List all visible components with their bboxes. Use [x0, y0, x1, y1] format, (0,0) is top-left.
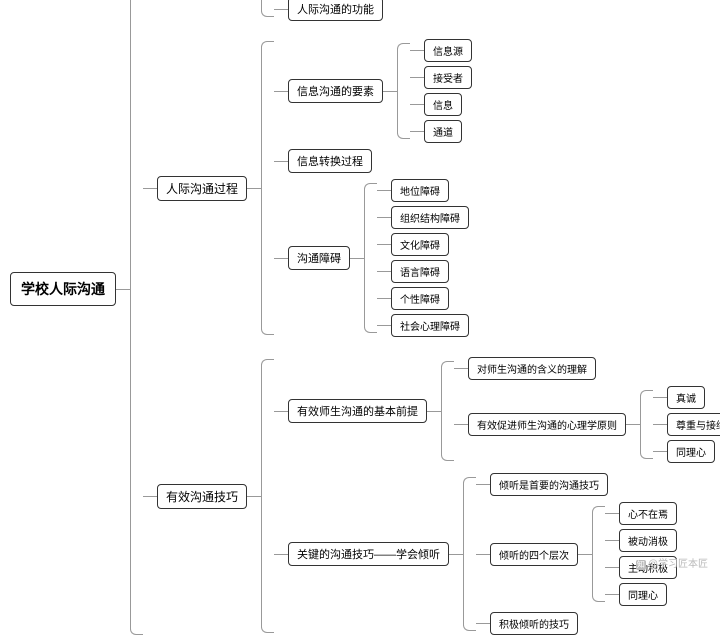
b3-s2-c2-d2: 被动消极 [619, 529, 677, 552]
b3-s2-c2-d4: 同理心 [619, 583, 667, 606]
b2-s1-c4: 通道 [424, 120, 462, 143]
b2-s1-c3: 信息 [424, 93, 462, 116]
branch3-node: 有效沟通技巧 [157, 484, 247, 509]
b2-s3-c3: 文化障碍 [391, 233, 449, 256]
b2-s3-c1: 地位障碍 [391, 179, 449, 202]
b3-s1-c2-d3: 同理心 [667, 440, 715, 463]
b3-s2-c2-d1: 心不在焉 [619, 502, 677, 525]
b2-s3: 沟通障碍 [288, 246, 350, 270]
mindmap-root-container: 学校人际沟通 人际沟通概述 什么是人际沟通 人际沟通的特点 人际沟通的功能 人际… [10, 10, 710, 568]
b2-s2: 信息转换过程 [288, 149, 372, 173]
b3-s1-c2: 有效促进师生沟通的心理学原则 [468, 413, 626, 436]
b3-s2-c1: 倾听是首要的沟通技巧 [490, 473, 608, 496]
level1-children: 人际沟通概述 什么是人际沟通 人际沟通的特点 人际沟通的功能 人际沟通过程 [143, 0, 720, 641]
root-node: 学校人际沟通 [10, 272, 116, 306]
b2-s3-c6: 社会心理障碍 [391, 314, 469, 337]
b3-s2-c3: 积极倾听的技巧 [490, 612, 578, 635]
b3-s2-c2: 倾听的四个层次 [490, 543, 578, 566]
b3-s1: 有效师生沟通的基本前提 [288, 399, 427, 423]
b3-s2: 关键的沟通技巧——学会倾听 [288, 542, 449, 566]
b2-s3-c2: 组织结构障碍 [391, 206, 469, 229]
branch2-node: 人际沟通过程 [157, 176, 247, 201]
b2-s3-c4: 语言障碍 [391, 260, 449, 283]
b3-s1-c1: 对师生沟通的含义的理解 [468, 357, 596, 380]
b3-s1-c2-d2: 尊重与接纳 [667, 413, 720, 436]
b1-c3: 人际沟通的功能 [288, 0, 383, 21]
watermark: 知@学习匠本匠 [636, 555, 708, 570]
watermark-text: @学习匠本匠 [648, 559, 708, 570]
b2-s1-c2: 接受者 [424, 66, 472, 89]
b2-s1-c1: 信息源 [424, 39, 472, 62]
b2-s1: 信息沟通的要素 [288, 79, 383, 103]
b3-s1-c2-d1: 真诚 [667, 386, 705, 409]
b2-s3-c5: 个性障碍 [391, 287, 449, 310]
zhihu-logo-icon: 知 [636, 560, 646, 570]
